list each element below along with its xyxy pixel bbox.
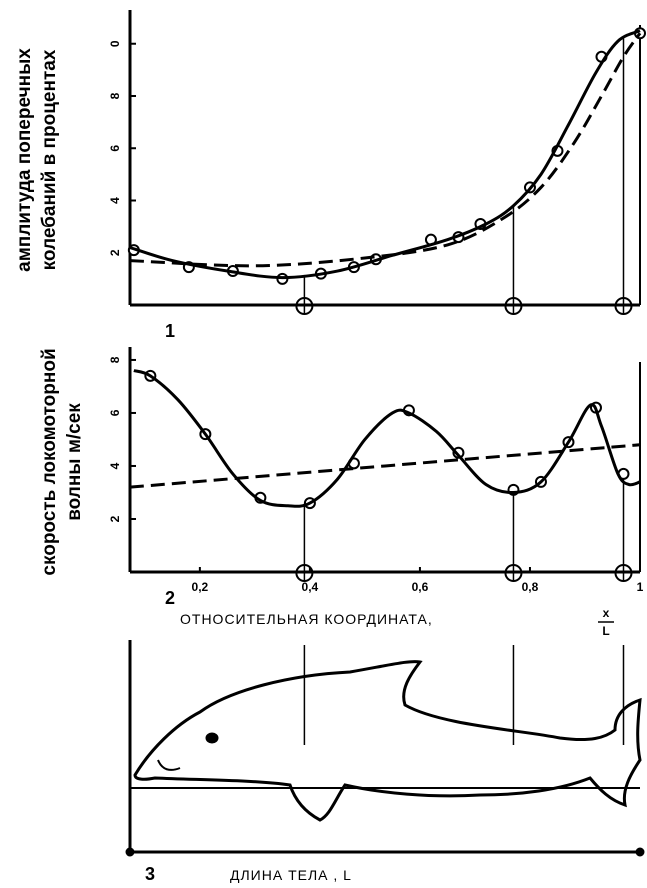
x-axis-label: ОТНОСИТЕЛЬНАЯ КООРДИНАТА, (180, 611, 433, 627)
x-label-numerator: x (603, 606, 610, 620)
end-dot (125, 847, 135, 857)
y-axis-label: амплитуда поперечных (14, 48, 35, 272)
y-axis-label: волны м/сек (64, 403, 85, 521)
panel-label: 3 (145, 864, 155, 884)
dashed-line (129, 32, 642, 268)
solid-line (133, 369, 641, 508)
y-tick-label: 8 (108, 356, 122, 363)
y-tick-label: 6 (108, 409, 122, 416)
body-point-marker (295, 297, 314, 315)
x-tick-label: 0,4 (302, 580, 319, 594)
y-tick-label: 2 (108, 515, 122, 522)
y-axis-label: скорость локомоторной (39, 348, 60, 575)
panel-label: 1 (165, 321, 175, 341)
dolphin (133, 660, 642, 822)
y-tick-label: 8 (108, 92, 122, 99)
x-tick-label: 1 (637, 580, 644, 594)
body-length-caption: ДЛИНА ТЕЛА , L (230, 867, 352, 883)
y-tick-label: 0 (108, 40, 122, 47)
panel-label: 2 (165, 588, 175, 608)
y-tick-label: 2 (108, 249, 122, 256)
body-point-marker (614, 564, 633, 582)
x-label-denominator: L (602, 624, 609, 638)
solid-line (129, 29, 641, 280)
y-tick-label: 6 (108, 145, 122, 152)
data-point (452, 446, 465, 459)
body-point-marker (504, 564, 523, 582)
dolphin-mouth (157, 759, 181, 771)
end-dot (635, 847, 645, 857)
dashed-line (129, 443, 641, 489)
y-axis-label: колебаний в процентах (39, 49, 60, 270)
x-tick-label: 0,8 (522, 580, 539, 594)
dolphin-panel (125, 640, 645, 857)
y-tick-label: 4 (108, 197, 122, 204)
body-point-marker (295, 564, 314, 582)
y-tick-label: 4 (108, 462, 122, 469)
x-tick-label: 0,2 (192, 580, 209, 594)
body-point-marker (614, 297, 633, 315)
dolphin-eye (205, 732, 219, 744)
body-point-marker (504, 297, 523, 315)
x-tick-label: 0,6 (412, 580, 429, 594)
